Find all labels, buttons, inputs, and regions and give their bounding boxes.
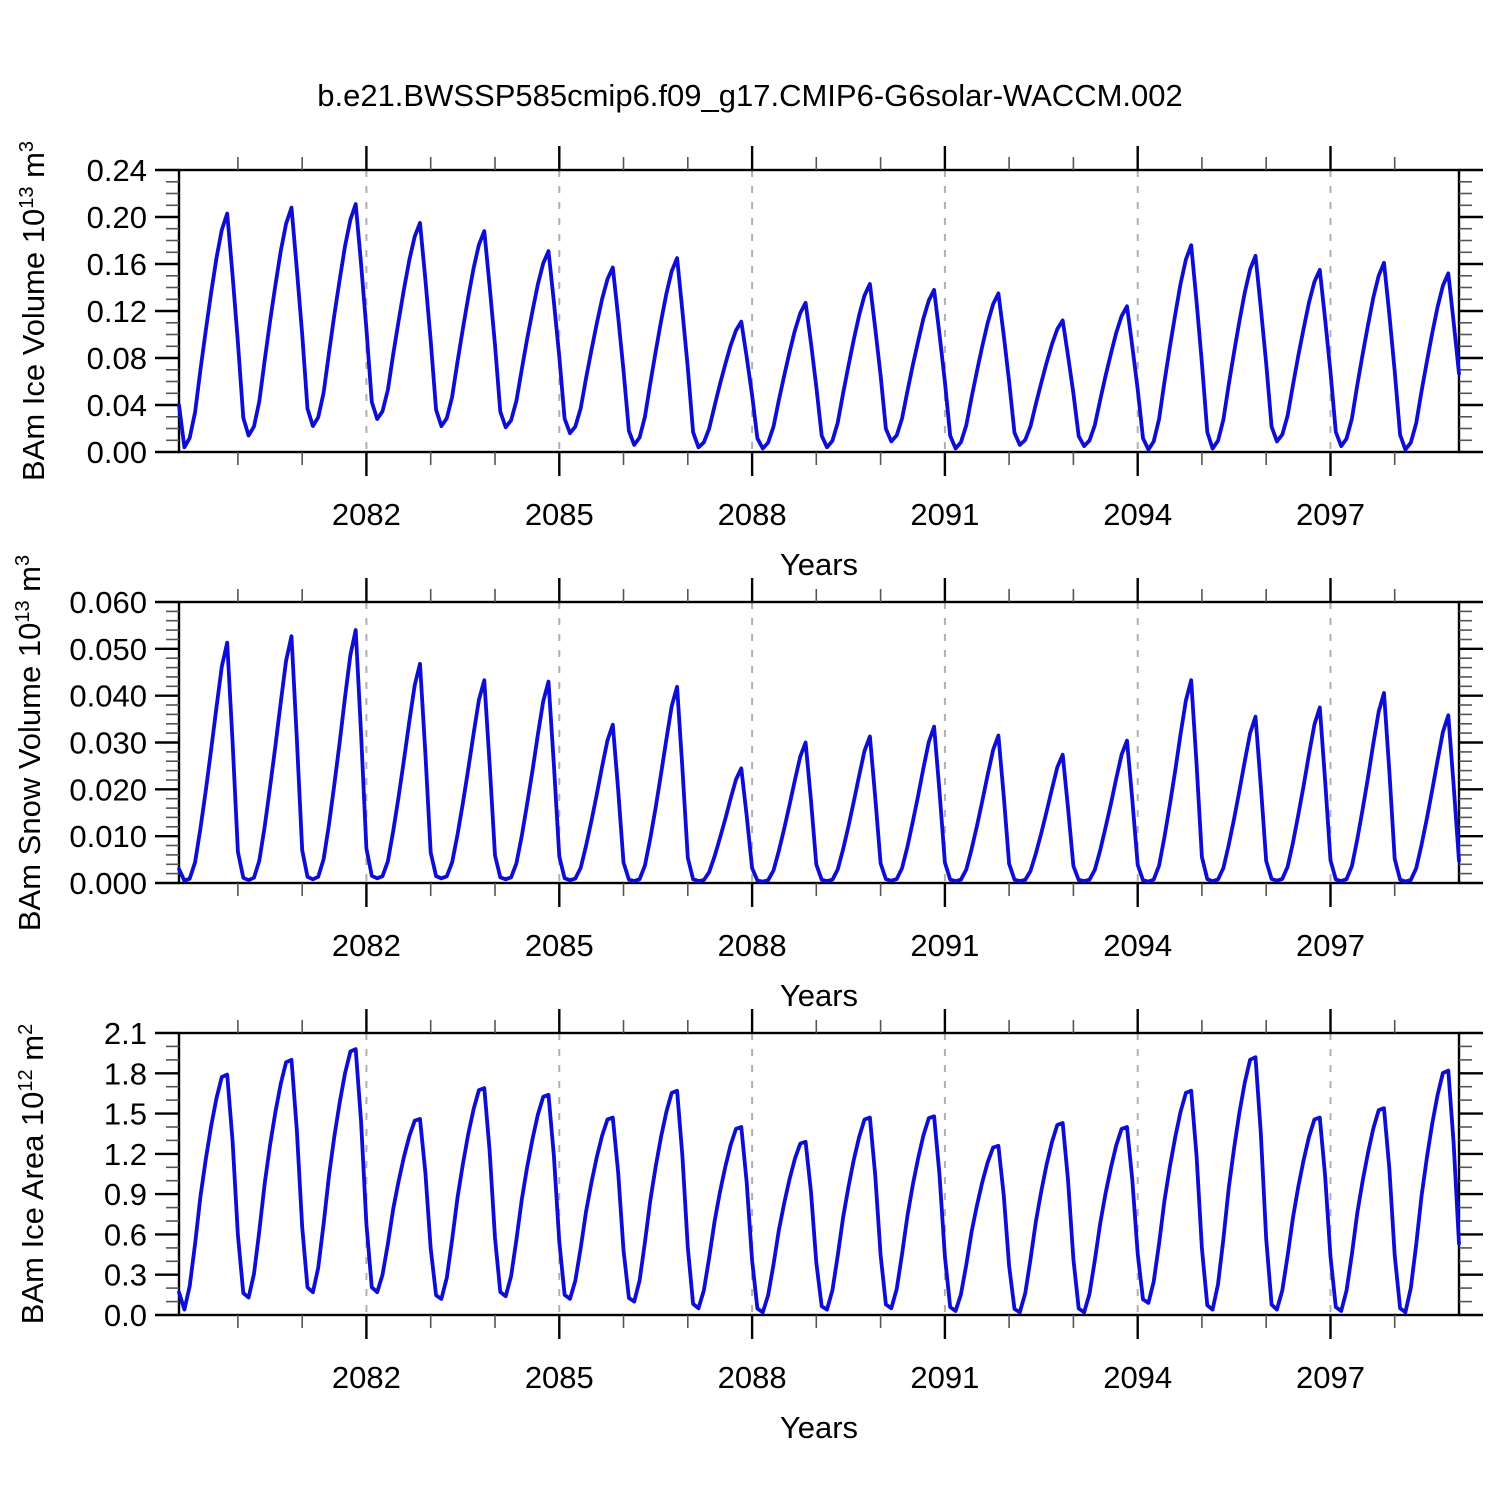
series-line-snow-volume	[177, 628, 1461, 884]
y-axis-title-ice-area: BAm Ice Area 1012 m2	[14, 1023, 51, 1325]
y-tick-label: 0.0	[104, 1298, 147, 1333]
chart-title: b.e21.BWSSP585cmip6.f09_g17.CMIP6-G6sola…	[317, 78, 1183, 113]
y-tick-label: 0.00	[87, 435, 147, 470]
x-tick-label: 2082	[332, 1360, 401, 1395]
y-tick-label: 1.5	[104, 1097, 147, 1132]
x-tick-label: 2088	[718, 928, 787, 963]
y-axis-title-ice-volume: BAm Ice Volume 1013 m3	[15, 140, 52, 482]
y-tick-label: 0.04	[87, 388, 147, 423]
y-tick-label: 0.6	[104, 1217, 147, 1252]
x-tick-label: 2085	[525, 497, 594, 532]
x-tick-label: 2085	[525, 1360, 594, 1395]
y-tick-label: 0.9	[104, 1177, 147, 1212]
x-tick-label: 2094	[1103, 928, 1172, 963]
y-tick-label: 0.010	[69, 819, 147, 854]
series-line-ice-area	[177, 1047, 1461, 1315]
x-tick-label: 2082	[332, 928, 401, 963]
y-tick-label: 0.000	[69, 866, 147, 901]
x-tick-label: 2094	[1103, 497, 1172, 532]
panel-ice-volume: 0.00 0.04 0.08 0.12 0.16 0.20 0.24 2082 2085 2088…	[87, 146, 1483, 582]
x-tick-label: 2091	[910, 928, 979, 963]
y-tick-label: 0.050	[69, 632, 147, 667]
y-axis-title-snow-volume: BAm Snow Volume 1013 m3	[11, 554, 48, 931]
x-axis-title: Years	[780, 1410, 858, 1445]
y-tick-label: 2.1	[104, 1016, 147, 1051]
x-axis-title: Years	[780, 978, 858, 1013]
y-tick-label: 0.040	[69, 679, 147, 714]
y-tick-label: 1.2	[104, 1137, 147, 1172]
y-tick-label: 0.3	[104, 1258, 147, 1293]
y-tick-label: 0.16	[87, 247, 147, 282]
y-tick-label: 0.12	[87, 294, 147, 329]
y-tick-label: 0.20	[87, 200, 147, 235]
y-tick-label: 0.24	[87, 153, 147, 188]
axis-frame	[177, 600, 1461, 885]
x-tick-label: 2091	[910, 1360, 979, 1395]
y-tick-label: 0.08	[87, 341, 147, 376]
y-tick-label: 0.060	[69, 585, 147, 620]
x-axis-title: Years	[780, 547, 858, 582]
x-tick-label: 2091	[910, 497, 979, 532]
x-tick-label: 2088	[718, 497, 787, 532]
series-line-ice-volume	[177, 202, 1461, 452]
y-tick-label: 0.020	[69, 772, 147, 807]
y-tick-label: 1.8	[104, 1056, 147, 1091]
y-tick-label: 0.030	[69, 726, 147, 761]
panel-snow-volume: 0.000 0.010 0.020 0.030 0.040 0.050 0.060 2082 2…	[69, 578, 1483, 1013]
x-tick-label: 2097	[1296, 928, 1365, 963]
x-tick-label: 2088	[718, 1360, 787, 1395]
x-tick-label: 2094	[1103, 1360, 1172, 1395]
panel-ice-area: 0.0 0.3 0.6 0.9 1.2 1.5 1.8 2.1 2082 2085 2088 2091…	[104, 1009, 1483, 1445]
x-tick-label: 2085	[525, 928, 594, 963]
axis-frame	[177, 1031, 1461, 1317]
x-tick-label: 2082	[332, 497, 401, 532]
x-tick-label: 2097	[1296, 497, 1365, 532]
x-tick-label: 2097	[1296, 1360, 1365, 1395]
